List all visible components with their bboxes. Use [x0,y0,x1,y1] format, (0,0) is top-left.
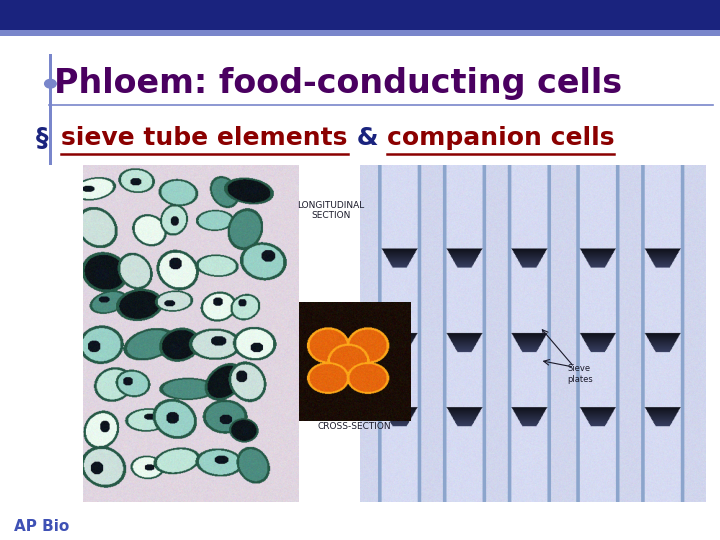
Text: AP Bio: AP Bio [14,519,70,534]
Text: sieve tube elements: sieve tube elements [61,126,348,150]
Text: CROSS-SECTION: CROSS-SECTION [318,422,392,431]
Text: LONGITUDINAL
SECTION: LONGITUDINAL SECTION [297,201,365,220]
Text: &: & [348,126,387,150]
Circle shape [45,79,56,88]
Bar [0,30,720,36]
Bar [49,54,52,165]
Text: companion cells: companion cells [387,126,614,150]
Text: Sieve
plates: Sieve plates [567,364,593,383]
Bar [0,0,720,30]
Text: §: § [36,126,48,150]
Text: Phloem: food-conducting cells: Phloem: food-conducting cells [54,67,622,100]
